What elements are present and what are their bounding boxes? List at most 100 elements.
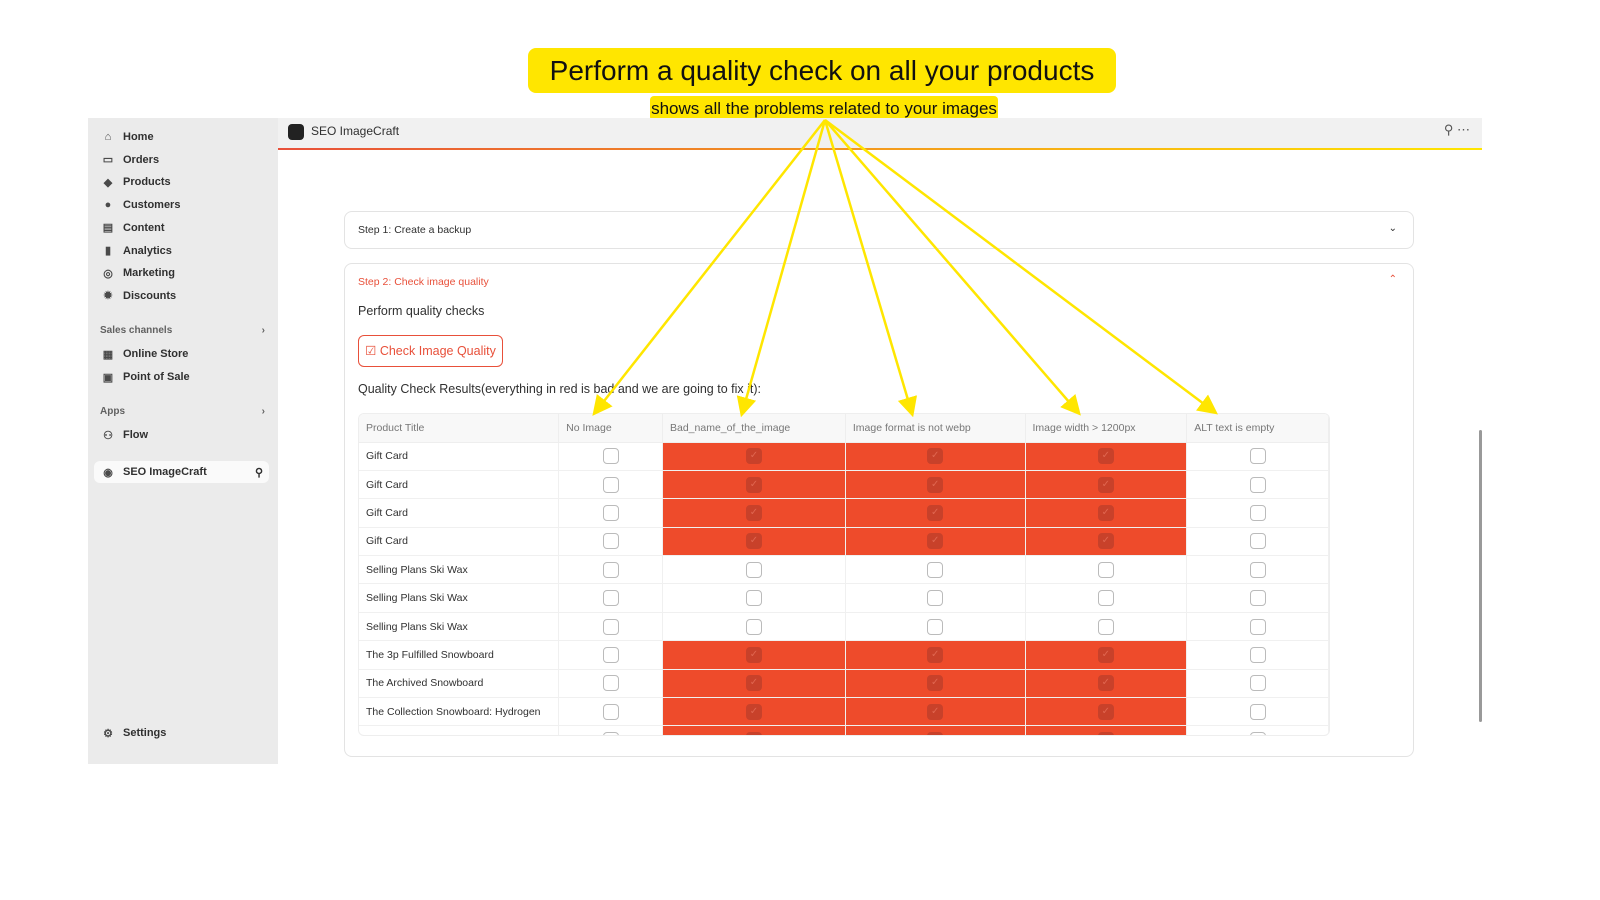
checkbox[interactable]: ✓ [1097,675,1114,692]
checkbox[interactable] [1249,448,1266,465]
sidebar-item-customers[interactable]: ● Customers [94,194,269,216]
checkbox[interactable] [1097,618,1114,635]
sidebar-item-home[interactable]: ⌂ Home [94,126,269,148]
checkbox[interactable] [602,561,619,578]
checkbox[interactable]: ✓ [927,703,944,720]
ok-cell [1186,725,1329,735]
problem-cell: ✓ [662,498,846,528]
checkbox[interactable]: ✓ [927,675,944,692]
more-icon[interactable]: ⋯ [1457,122,1470,137]
step1-card[interactable]: Step 1: Create a backup ⌄ [344,211,1414,249]
check-image-quality-button[interactable]: ☑ Check Image Quality [358,335,503,367]
checkbox[interactable]: ✓ [745,675,762,692]
problem-cell: ✓ [662,470,846,500]
checkbox[interactable]: ✓ [745,448,762,465]
checkbox[interactable] [1249,732,1266,735]
checkbox[interactable] [1249,590,1266,607]
product-title: Selling Plans Ski Wax [359,555,560,585]
checkbox[interactable]: ✓ [1097,646,1114,663]
sidebar-item-products[interactable]: ◆ Products [94,171,269,193]
checkbox[interactable]: ✓ [1097,533,1114,550]
table-row: ✓ ✓ ✓ [359,725,1329,735]
ok-cell [558,555,663,585]
sidebar-item-orders[interactable]: ▭ Orders [102,153,160,167]
checkbox[interactable]: ✓ [745,504,762,521]
checkbox[interactable] [745,590,762,607]
sidebar-item-marketing[interactable]: ◎ Marketing [94,262,269,284]
checkbox[interactable]: ✓ [1097,476,1114,493]
checkbox[interactable] [1097,590,1114,607]
checkbox[interactable] [1249,561,1266,578]
checkbox[interactable] [1249,618,1266,635]
ok-cell [1186,640,1329,670]
problem-cell: ✓ [1025,470,1188,500]
sidebar-item-settings[interactable]: ⚙ Settings [94,722,269,744]
checkbox[interactable]: ✓ [745,476,762,493]
checkbox[interactable]: ✓ [1097,504,1114,521]
checkbox[interactable]: ✓ [745,646,762,663]
checkbox[interactable] [745,618,762,635]
sidebar-item-point-of-sale[interactable]: ▣ Point of Sale [102,371,190,384]
checkbox[interactable]: ✓ [927,476,944,493]
checkbox[interactable] [602,732,619,735]
checkbox[interactable] [927,590,944,607]
checkbox[interactable] [1097,561,1114,578]
chevron-right-icon: › [261,406,265,417]
sidebar-item-analytics[interactable]: ▮ Analytics [94,240,269,262]
checkbox[interactable] [1249,476,1266,493]
sidebar-item-content[interactable]: ▤ Content [102,221,165,235]
pin-icon[interactable]: ⚲ [254,466,263,479]
checkbox[interactable] [1249,703,1266,720]
checkbox[interactable]: ✓ [1097,448,1114,465]
chevron-up-icon[interactable]: ⌃ [1388,274,1397,285]
checkbox[interactable]: ✓ [927,732,944,735]
checkbox[interactable]: ✓ [745,533,762,550]
scrollbar[interactable] [1479,430,1482,722]
checkbox[interactable] [602,590,619,607]
checkbox[interactable] [602,646,619,663]
ok-cell [558,583,663,613]
checkbox[interactable] [745,561,762,578]
bar-chart-icon: ▮ [104,245,112,257]
ok-cell [1186,527,1329,557]
flow-icon: ⚇ [103,429,113,442]
sidebar-item-flow[interactable]: ⚇ Flow [94,424,269,446]
chevron-down-icon[interactable]: ⌄ [1388,223,1397,234]
checkbox[interactable]: ✓ [927,646,944,663]
checkbox[interactable]: ✓ [927,533,944,550]
problem-cell: ✓ [845,697,1026,727]
checkbox[interactable]: ✓ [1097,732,1114,735]
checkbox[interactable] [602,448,619,465]
checkbox[interactable] [602,533,619,550]
checkbox[interactable]: ✓ [1097,703,1114,720]
product-title: Selling Plans Ski Wax [359,612,560,642]
checkbox[interactable] [602,504,619,521]
sidebar: ⌂ Home ▭ Orders ◆ Products ● Customers ▤ Content ▮… [88,118,278,764]
checkbox[interactable] [602,675,619,692]
sidebar-item-seo-imagecraft[interactable]: ◉ SEO ImageCraft ⚲ [94,461,269,483]
apps-heading[interactable]: Apps › [100,406,265,417]
checkbox[interactable]: ✓ [927,448,944,465]
checkbox[interactable] [1249,504,1266,521]
checkbox[interactable] [1249,675,1266,692]
product-title: Gift Card [359,442,560,471]
problem-cell: ✓ [1025,498,1188,528]
pin-icon[interactable]: ⚲ [1443,122,1454,137]
sidebar-item-online-store[interactable]: ▦ Online Store [102,348,189,361]
checkbox[interactable] [1249,533,1266,550]
checkbox[interactable] [927,561,944,578]
checkbox[interactable] [602,703,619,720]
checkbox[interactable] [1249,646,1266,663]
checkbox[interactable] [602,618,619,635]
sidebar-item-discounts[interactable]: ✹ Discounts [94,285,269,307]
checkbox[interactable]: ✓ [745,703,762,720]
table-row: Selling Plans Ski Wax [359,612,1329,642]
checkbox[interactable]: ✓ [927,504,944,521]
checkbox[interactable] [927,618,944,635]
step2-title[interactable]: Step 2: Check image quality [358,276,489,288]
checkbox[interactable]: ✓ [745,732,762,735]
problem-cell: ✓ [1025,669,1188,699]
table-row: Gift Card ✓ ✓ ✓ [359,442,1329,471]
sales-channels-heading[interactable]: Sales channels › [100,325,265,336]
checkbox[interactable] [602,476,619,493]
